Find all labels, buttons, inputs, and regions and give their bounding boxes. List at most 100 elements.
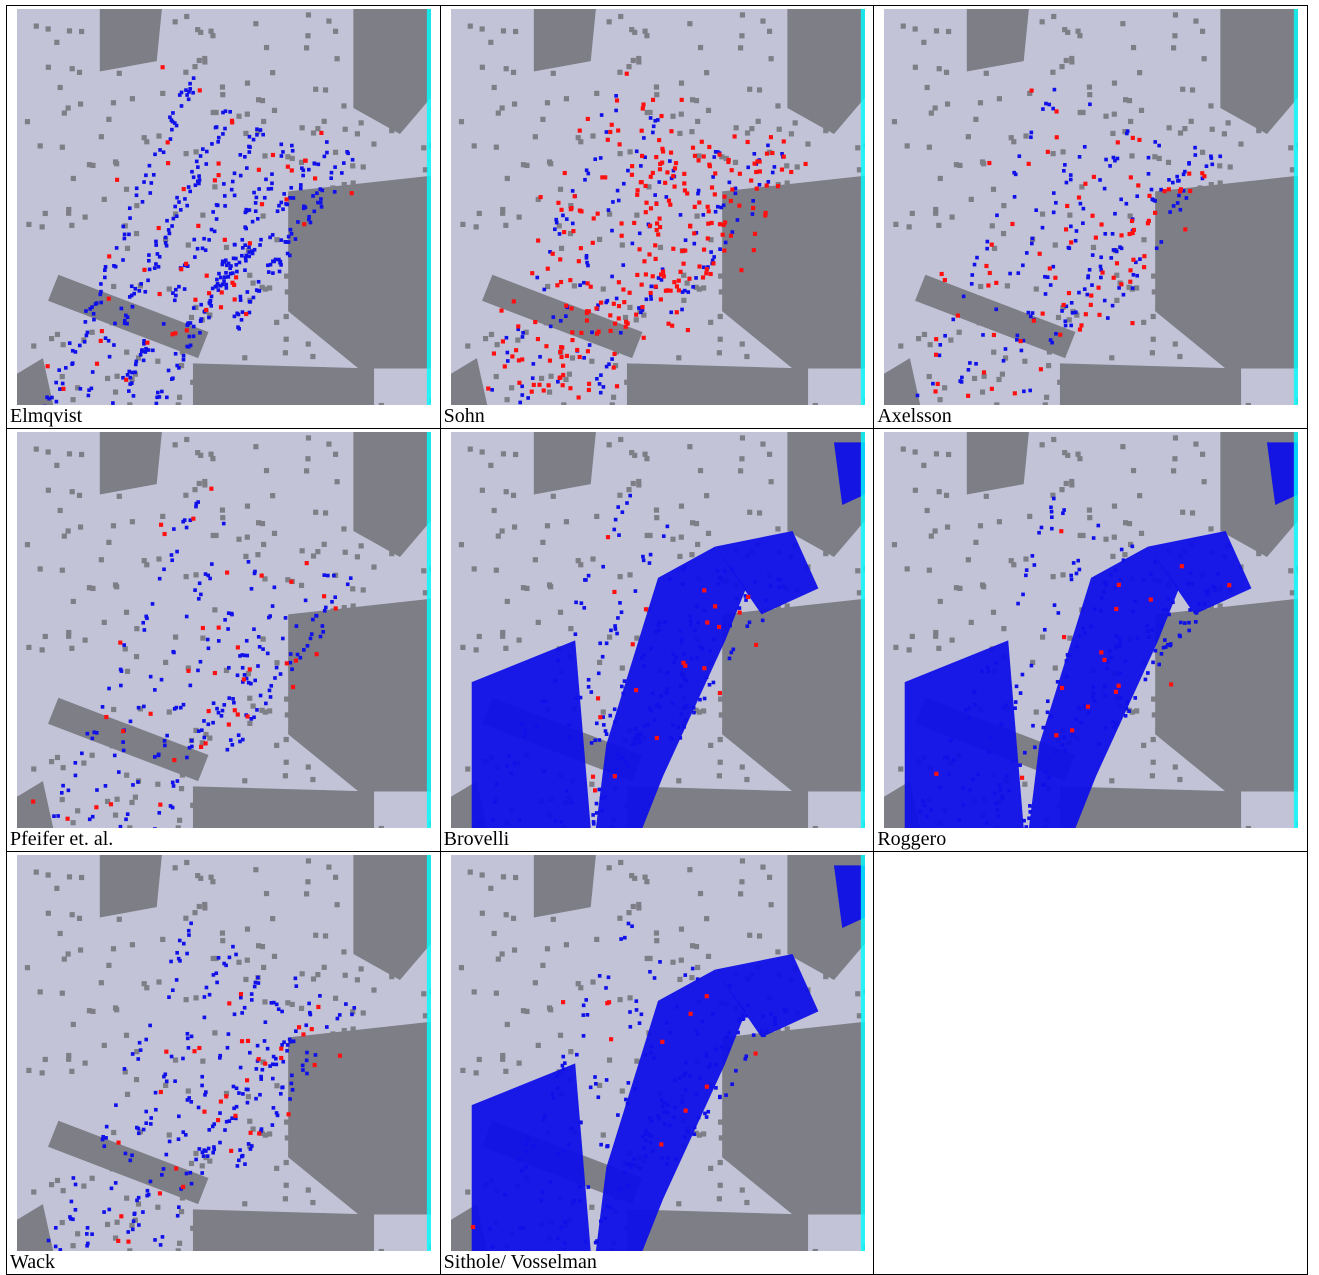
type-i-error-point (157, 811, 161, 815)
type-i-error-point (1092, 685, 1096, 689)
type-i-error-point (523, 728, 527, 732)
object-point (26, 222, 31, 227)
type-i-error-point (104, 265, 108, 269)
type-i-error-point (289, 228, 293, 232)
type-i-error-point (723, 569, 727, 573)
type-i-error-point (923, 804, 927, 808)
type-i-error-point (719, 206, 723, 210)
type-i-error-point (232, 1085, 236, 1089)
type-ii-error-point (729, 168, 733, 172)
object-point (1167, 125, 1172, 130)
object-point (642, 452, 647, 457)
type-i-error-point (1064, 749, 1068, 753)
object-point (716, 350, 721, 355)
object-point (676, 778, 681, 783)
type-i-error-point (683, 1071, 687, 1075)
type-ii-error-point (642, 259, 646, 263)
object-point (1130, 153, 1135, 158)
type-i-error-point (633, 589, 637, 593)
type-i-error-point (202, 1154, 206, 1158)
type-i-error-point (185, 345, 189, 349)
type-i-error-point (638, 231, 642, 235)
object-point (984, 494, 989, 499)
type-ii-error-point (722, 195, 726, 199)
type-i-error-point (587, 343, 591, 347)
type-ii-error-point (644, 201, 648, 205)
object-point (789, 392, 794, 397)
type-i-error-point (653, 193, 657, 197)
object-point (1173, 33, 1178, 38)
object-point (1139, 108, 1144, 113)
type-i-error-point (561, 1149, 565, 1153)
type-i-error-point (103, 276, 107, 280)
object-point (288, 1151, 293, 1156)
object-point (753, 790, 758, 795)
type-ii-error-point (593, 788, 597, 792)
type-ii-error-point (619, 221, 623, 225)
type-i-error-point (1025, 251, 1029, 255)
type-i-error-point (187, 97, 191, 101)
type-ii-error-point (612, 352, 616, 356)
object-point (326, 441, 331, 446)
type-i-error-point (185, 526, 189, 530)
type-i-error-point (153, 688, 157, 692)
type-i-error-point (540, 1190, 544, 1194)
object-point (1249, 639, 1254, 644)
type-ii-error-point (1101, 270, 1105, 274)
object-point (1290, 326, 1295, 331)
type-i-error-point (210, 228, 214, 232)
type-i-error-point (164, 1153, 168, 1157)
type-ii-error-point (699, 140, 703, 144)
object-point (311, 1140, 316, 1145)
object-point (717, 337, 722, 342)
type-i-error-point (256, 1044, 260, 1048)
type-i-error-point (148, 164, 152, 168)
type-i-error-point (314, 1053, 318, 1057)
type-i-error-point (617, 757, 621, 761)
object-point (420, 447, 425, 452)
type-i-error-point (762, 1033, 766, 1037)
type-i-error-point (241, 246, 245, 250)
type-ii-error-point (66, 817, 70, 821)
type-i-error-point (1183, 621, 1187, 625)
type-i-error-point (234, 953, 238, 957)
type-i-error-point (184, 88, 188, 92)
type-i-error-point (277, 204, 281, 208)
object-point (1046, 363, 1051, 368)
type-i-error-point (185, 204, 189, 208)
type-i-error-point (684, 1061, 688, 1065)
type-i-error-point (311, 618, 315, 622)
object-point (779, 1126, 784, 1131)
object-point (609, 402, 614, 405)
object-point (211, 533, 216, 538)
type-ii-error-point (559, 208, 563, 212)
object-point (1068, 213, 1073, 218)
type-i-error-point (559, 319, 563, 323)
type-i-error-point (971, 778, 975, 782)
type-ii-error-point (179, 267, 183, 271)
type-ii-error-point (660, 1040, 664, 1044)
type-i-error-point (269, 684, 273, 688)
type-ii-error-point (803, 162, 807, 166)
object-point (491, 85, 496, 90)
object-point (532, 980, 537, 985)
type-i-error-point (160, 390, 164, 394)
object-point (335, 902, 340, 907)
type-ii-error-point (240, 1039, 244, 1043)
type-ii-error-point (1027, 162, 1031, 166)
object-point (488, 886, 493, 891)
object-point (840, 1032, 845, 1037)
type-i-error-point (311, 194, 315, 198)
type-i-error-point (683, 973, 687, 977)
panel-caption-brovelli: Brovelli (444, 829, 510, 850)
type-i-error-point (518, 401, 522, 405)
object-point (421, 145, 426, 150)
type-i-error-point (637, 306, 641, 310)
type-i-error-point (164, 236, 168, 240)
type-i-error-point (1077, 291, 1081, 295)
type-ii-error-point (145, 341, 149, 345)
type-ii-error-point (558, 350, 562, 354)
object-point (499, 951, 504, 956)
object-point (925, 508, 930, 513)
type-i-error-point (215, 284, 219, 288)
